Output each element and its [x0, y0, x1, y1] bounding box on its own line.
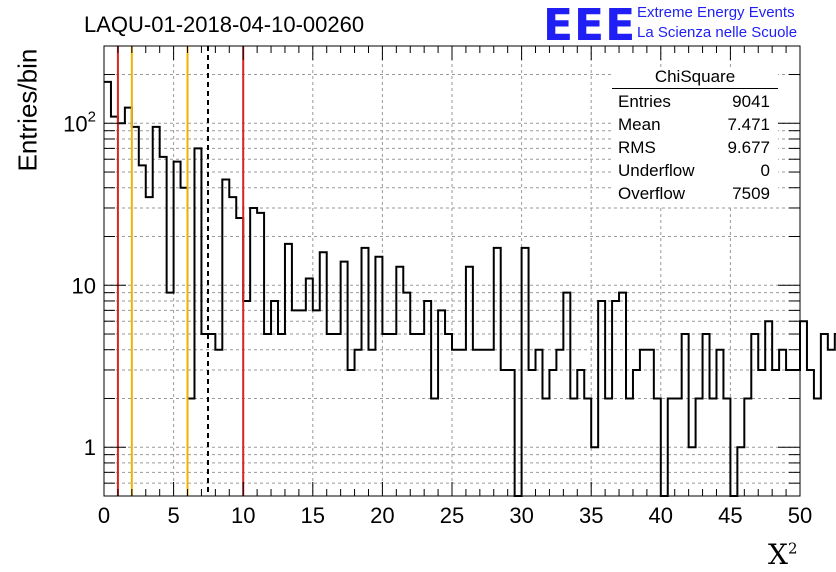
stats-row-underflow: Underflow 0 — [612, 159, 778, 182]
stats-box-title: ChiSquare — [612, 67, 778, 89]
eee-logo: EEE — [543, 0, 637, 51]
stats-row-rms: RMS 9.677 — [612, 136, 778, 159]
logo-caption-1: Extreme Energy Events — [637, 4, 795, 21]
stats-box: ChiSquare Entries 9041 Mean 7.471 RMS 9.677… — [612, 67, 778, 205]
x-tick-label: 20 — [370, 503, 394, 528]
x-tick-label: 0 — [98, 503, 110, 528]
stats-label: RMS — [618, 138, 656, 157]
x-axis-label-superscript: 2 — [787, 539, 798, 558]
stats-value: 7.471 — [727, 115, 770, 134]
stats-value: 0 — [760, 161, 770, 180]
stats-row-mean: Mean 7.471 — [612, 113, 778, 136]
stats-label: Entries — [618, 92, 671, 111]
x-tick-label: 35 — [579, 503, 603, 528]
y-tick-label: 102 — [63, 108, 96, 136]
x-tick-label: 30 — [509, 503, 533, 528]
x-tick-label: 10 — [231, 503, 255, 528]
stats-value: 7509 — [732, 184, 770, 203]
y-tick-label-exponent: 2 — [88, 108, 96, 125]
x-tick-label: 40 — [649, 503, 673, 528]
x-axis-label: X2 — [768, 538, 797, 571]
stats-value: 9041 — [732, 92, 770, 111]
stats-label: Overflow — [618, 184, 686, 203]
y-axis-label: Entries/bin — [12, 48, 43, 172]
x-tick-label: 25 — [440, 503, 464, 528]
histogram-series — [104, 80, 836, 497]
stats-label: Underflow — [618, 161, 695, 180]
chart-title: LAQU-01-2018-04-10-00260 — [84, 12, 365, 37]
x-tick-label: 15 — [301, 503, 325, 528]
x-tick-label: 50 — [788, 503, 812, 528]
stats-row-entries: Entries 9041 — [612, 90, 778, 113]
stats-label: Mean — [618, 115, 661, 134]
stats-row-overflow: Overflow 7509 — [612, 182, 778, 205]
y-tick-label: 1 — [84, 435, 96, 460]
stats-value: 9.677 — [727, 138, 770, 157]
y-tick-label-base: 10 — [63, 111, 87, 136]
x-tick-label: 45 — [718, 503, 742, 528]
y-tick-label: 10 — [72, 273, 96, 298]
logo-caption-2: La Scienza nelle Scuole — [637, 24, 798, 41]
x-axis-label-base: X — [768, 538, 788, 571]
x-tick-label: 5 — [167, 503, 179, 528]
